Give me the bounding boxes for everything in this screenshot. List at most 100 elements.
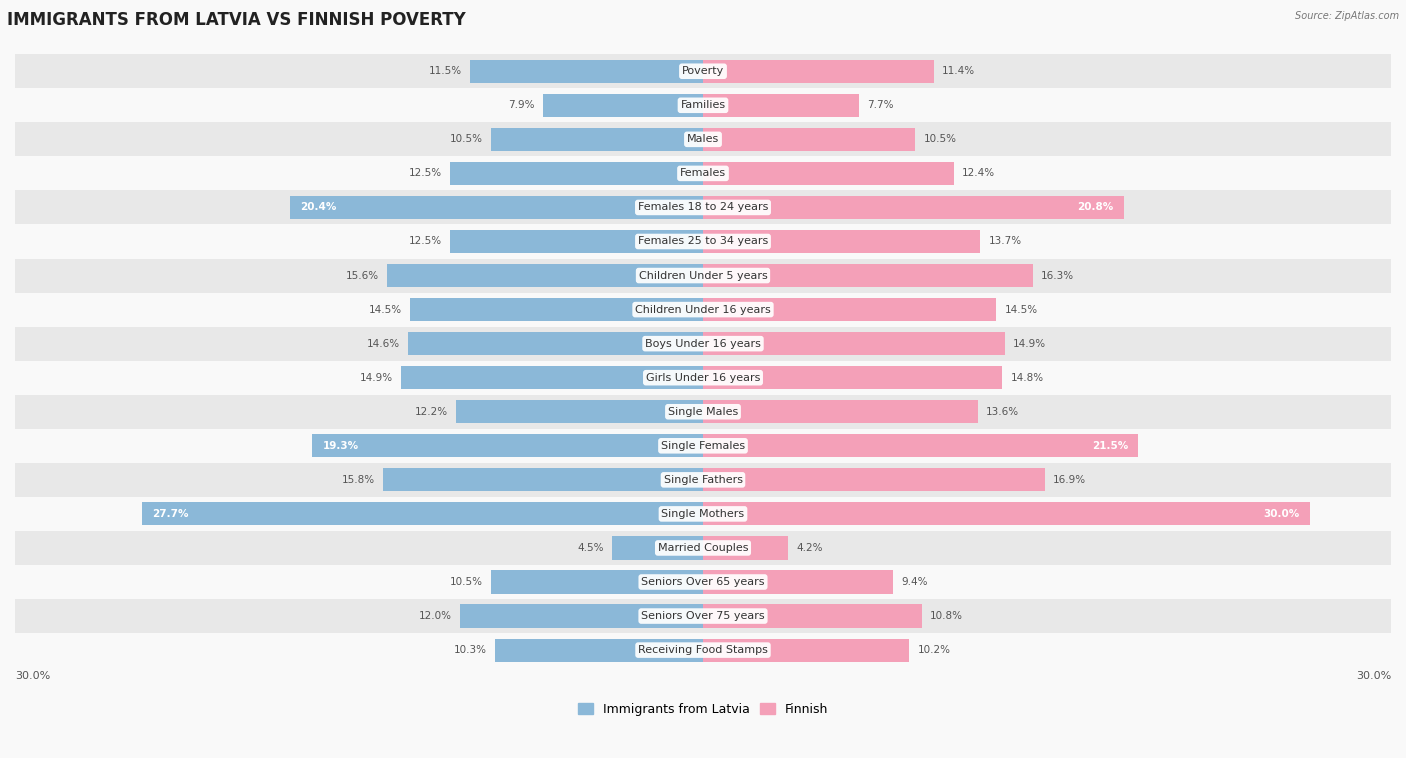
Text: 10.5%: 10.5%	[450, 134, 482, 144]
Text: Boys Under 16 years: Boys Under 16 years	[645, 339, 761, 349]
Bar	[142, 503, 703, 525]
Bar	[15, 327, 1391, 361]
Text: 14.9%: 14.9%	[360, 373, 394, 383]
Text: Single Females: Single Females	[661, 441, 745, 451]
Bar	[15, 463, 1391, 497]
Bar	[703, 196, 1123, 219]
Text: Source: ZipAtlas.com: Source: ZipAtlas.com	[1295, 11, 1399, 21]
Bar	[15, 565, 1391, 599]
Text: 4.5%: 4.5%	[578, 543, 603, 553]
Bar	[703, 230, 980, 253]
Text: 10.5%: 10.5%	[450, 577, 482, 587]
Bar	[703, 298, 997, 321]
Bar	[409, 298, 703, 321]
Bar	[703, 503, 1310, 525]
Bar	[703, 537, 787, 559]
Text: 14.6%: 14.6%	[367, 339, 399, 349]
Text: Single Fathers: Single Fathers	[664, 475, 742, 485]
Bar	[703, 434, 1137, 457]
Bar	[491, 128, 703, 151]
Text: 12.5%: 12.5%	[409, 168, 441, 178]
Bar	[460, 604, 703, 628]
Bar	[15, 599, 1391, 633]
Bar	[15, 224, 1391, 258]
Bar	[450, 161, 703, 185]
Bar	[703, 60, 934, 83]
Text: 20.8%: 20.8%	[1077, 202, 1114, 212]
Bar	[290, 196, 703, 219]
Text: 21.5%: 21.5%	[1091, 441, 1128, 451]
Text: Girls Under 16 years: Girls Under 16 years	[645, 373, 761, 383]
Bar	[312, 434, 703, 457]
Text: Receiving Food Stamps: Receiving Food Stamps	[638, 645, 768, 655]
Bar	[703, 366, 1002, 390]
Text: 11.5%: 11.5%	[429, 66, 463, 77]
Text: Poverty: Poverty	[682, 66, 724, 77]
Bar	[408, 332, 703, 356]
Bar	[703, 264, 1033, 287]
Text: Families: Families	[681, 100, 725, 111]
Text: Females 18 to 24 years: Females 18 to 24 years	[638, 202, 768, 212]
Bar	[15, 429, 1391, 463]
Text: 11.4%: 11.4%	[942, 66, 974, 77]
Text: 16.9%: 16.9%	[1053, 475, 1087, 485]
Text: 4.2%: 4.2%	[796, 543, 823, 553]
Text: Males: Males	[688, 134, 718, 144]
Text: 7.9%: 7.9%	[509, 100, 536, 111]
Text: 13.7%: 13.7%	[988, 236, 1021, 246]
Text: 12.4%: 12.4%	[962, 168, 995, 178]
Bar	[15, 531, 1391, 565]
Bar	[703, 571, 893, 594]
Legend: Immigrants from Latvia, Finnish: Immigrants from Latvia, Finnish	[578, 703, 828, 716]
Bar	[495, 638, 703, 662]
Text: Married Couples: Married Couples	[658, 543, 748, 553]
Bar	[703, 638, 910, 662]
Bar	[387, 264, 703, 287]
Bar	[402, 366, 703, 390]
Text: 13.6%: 13.6%	[986, 407, 1019, 417]
Bar	[15, 258, 1391, 293]
Bar	[703, 128, 915, 151]
Text: Seniors Over 65 years: Seniors Over 65 years	[641, 577, 765, 587]
Text: 10.5%: 10.5%	[924, 134, 956, 144]
Bar	[15, 156, 1391, 190]
Bar	[15, 122, 1391, 156]
Bar	[15, 88, 1391, 122]
Bar	[703, 604, 921, 628]
Text: 27.7%: 27.7%	[153, 509, 188, 519]
Text: 14.8%: 14.8%	[1011, 373, 1043, 383]
Bar	[15, 361, 1391, 395]
Bar	[703, 400, 979, 423]
Bar	[470, 60, 703, 83]
Text: Seniors Over 75 years: Seniors Over 75 years	[641, 611, 765, 621]
Text: Children Under 5 years: Children Under 5 years	[638, 271, 768, 280]
Text: 20.4%: 20.4%	[301, 202, 336, 212]
Text: 30.0%: 30.0%	[1264, 509, 1301, 519]
Bar	[703, 332, 1004, 356]
Bar	[15, 633, 1391, 667]
Bar	[543, 94, 703, 117]
Text: 16.3%: 16.3%	[1040, 271, 1074, 280]
Bar	[15, 395, 1391, 429]
Bar	[612, 537, 703, 559]
Bar	[15, 293, 1391, 327]
Text: 14.5%: 14.5%	[368, 305, 402, 315]
Text: 14.5%: 14.5%	[1004, 305, 1038, 315]
Text: Single Males: Single Males	[668, 407, 738, 417]
Text: 9.4%: 9.4%	[901, 577, 928, 587]
Bar	[15, 497, 1391, 531]
Text: 10.3%: 10.3%	[454, 645, 486, 655]
Text: 30.0%: 30.0%	[1355, 672, 1391, 681]
Bar	[15, 190, 1391, 224]
Bar	[703, 161, 953, 185]
Text: 15.6%: 15.6%	[346, 271, 380, 280]
Bar	[703, 94, 859, 117]
Bar	[384, 468, 703, 491]
Bar	[456, 400, 703, 423]
Text: 12.5%: 12.5%	[409, 236, 441, 246]
Text: Females 25 to 34 years: Females 25 to 34 years	[638, 236, 768, 246]
Bar	[450, 230, 703, 253]
Text: Children Under 16 years: Children Under 16 years	[636, 305, 770, 315]
Text: 7.7%: 7.7%	[868, 100, 893, 111]
Text: 19.3%: 19.3%	[322, 441, 359, 451]
